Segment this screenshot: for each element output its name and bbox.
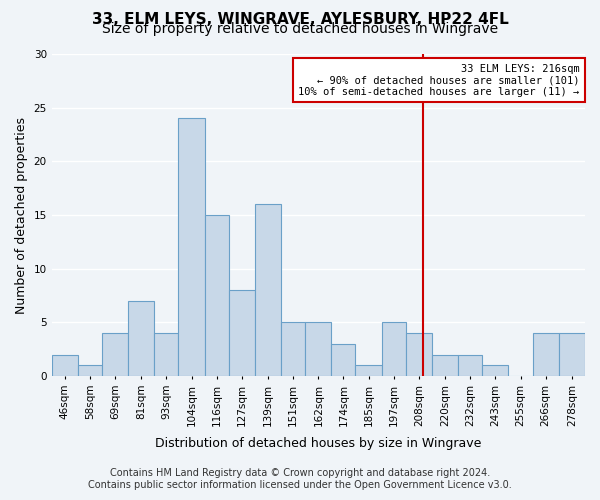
Bar	[406, 333, 432, 376]
Bar	[305, 322, 331, 376]
Bar	[331, 344, 355, 376]
Bar	[154, 333, 178, 376]
Bar	[178, 118, 205, 376]
Bar	[382, 322, 406, 376]
Bar	[205, 215, 229, 376]
Text: Contains HM Land Registry data © Crown copyright and database right 2024.
Contai: Contains HM Land Registry data © Crown c…	[88, 468, 512, 490]
Bar	[255, 204, 281, 376]
Bar	[559, 333, 585, 376]
Y-axis label: Number of detached properties: Number of detached properties	[15, 116, 28, 314]
Bar	[482, 366, 508, 376]
Text: 33 ELM LEYS: 216sqm
← 90% of detached houses are smaller (101)
10% of semi-detac: 33 ELM LEYS: 216sqm ← 90% of detached ho…	[298, 64, 580, 97]
Bar	[78, 366, 102, 376]
Bar	[458, 354, 482, 376]
Bar	[432, 354, 458, 376]
Bar	[355, 366, 382, 376]
Bar	[128, 301, 154, 376]
Text: 33, ELM LEYS, WINGRAVE, AYLESBURY, HP22 4FL: 33, ELM LEYS, WINGRAVE, AYLESBURY, HP22 …	[92, 12, 508, 28]
Bar	[102, 333, 128, 376]
Text: Size of property relative to detached houses in Wingrave: Size of property relative to detached ho…	[102, 22, 498, 36]
Bar	[229, 290, 255, 376]
Bar	[281, 322, 305, 376]
Bar	[533, 333, 559, 376]
X-axis label: Distribution of detached houses by size in Wingrave: Distribution of detached houses by size …	[155, 437, 482, 450]
Bar	[52, 354, 78, 376]
